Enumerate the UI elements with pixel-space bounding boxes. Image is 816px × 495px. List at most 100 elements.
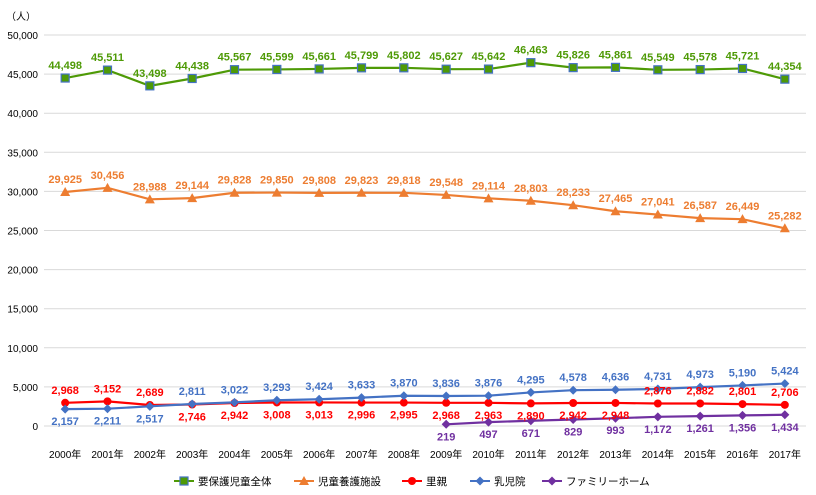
data-label: 29,548 xyxy=(429,177,463,189)
data-label: 45,661 xyxy=(302,51,336,63)
y-tick-label: 40,000 xyxy=(7,109,38,120)
data-label: 29,850 xyxy=(260,175,294,187)
data-label: 2,517 xyxy=(136,413,164,425)
data-point-marker xyxy=(229,187,240,197)
x-tick-label: 2015年 xyxy=(684,448,716,461)
data-point-marker xyxy=(272,64,282,75)
legend-marker xyxy=(475,476,485,486)
data-label: 45,721 xyxy=(726,50,760,62)
data-label: 28,803 xyxy=(514,183,548,195)
legend-marker xyxy=(299,476,309,485)
data-label: 2,157 xyxy=(51,416,79,428)
data-point-marker xyxy=(187,73,197,84)
x-tick-label: 2012年 xyxy=(557,448,589,461)
x-tick-label: 2017年 xyxy=(769,448,801,461)
data-point-marker xyxy=(483,64,494,74)
legend-item: 里親 xyxy=(402,475,447,488)
data-point-marker xyxy=(442,398,451,407)
data-point-marker xyxy=(60,186,71,196)
y-tick-label: 20,000 xyxy=(7,266,38,277)
data-label: 4,295 xyxy=(517,374,545,386)
legend-marker xyxy=(547,476,557,486)
y-axis-unit-label: （人） xyxy=(6,11,36,23)
y-axis: 0 5,000 10,000 15,000 20,000 25,000 30,000 35,0… xyxy=(7,31,38,433)
data-point-marker xyxy=(738,400,747,409)
data-point-marker xyxy=(653,412,663,422)
data-point-marker xyxy=(357,393,366,403)
data-point-marker xyxy=(652,209,663,219)
x-tick-label: 2000年 xyxy=(49,448,81,461)
x-tick-label: 2006年 xyxy=(303,448,335,461)
data-label: 993 xyxy=(606,425,624,437)
data-label: 46,463 xyxy=(514,45,548,57)
legend-label: 児童養護施設 xyxy=(318,475,381,488)
data-point-marker xyxy=(103,397,112,406)
legend-label: 乳児院 xyxy=(494,475,526,488)
legend-item: 児童養護施設 xyxy=(294,475,381,488)
x-axis: 2000年 2001年 2002年 2003年 2004年 2005年 2006年 2007年… xyxy=(49,448,801,461)
data-label: 26,587 xyxy=(683,200,717,212)
data-point-marker xyxy=(653,384,663,394)
data-label: 29,925 xyxy=(48,174,82,186)
data-point-marker xyxy=(568,415,578,425)
data-label: 2,995 xyxy=(390,410,418,422)
x-tick-label: 2007年 xyxy=(345,448,377,461)
data-point-marker xyxy=(568,63,578,73)
data-label: 671 xyxy=(522,428,540,440)
data-point-marker xyxy=(695,411,705,421)
data-point-marker xyxy=(357,398,366,407)
data-point-marker xyxy=(484,398,493,407)
x-tick-label: 2003年 xyxy=(176,448,208,461)
data-label: 2,811 xyxy=(179,386,206,398)
data-point-marker xyxy=(737,63,748,74)
data-label: 27,041 xyxy=(641,197,675,209)
data-label: 2,942 xyxy=(559,410,587,422)
data-point-marker xyxy=(611,385,620,395)
data-label: 44,438 xyxy=(175,60,209,72)
data-label: 4,636 xyxy=(602,372,630,384)
data-label: 2,882 xyxy=(686,385,714,397)
grid xyxy=(44,34,806,427)
data-label: 3,633 xyxy=(348,380,376,392)
data-label: 45,799 xyxy=(345,50,379,62)
data-label: 1,434 xyxy=(771,422,799,434)
data-label: 29,818 xyxy=(387,175,421,187)
x-tick-label: 2013年 xyxy=(599,448,631,461)
x-tick-label: 2010年 xyxy=(472,448,504,461)
data-label: 219 xyxy=(437,431,455,443)
data-label: 2,706 xyxy=(771,387,799,399)
data-label: 5,190 xyxy=(729,367,757,379)
data-label: 3,022 xyxy=(221,384,249,396)
series-line xyxy=(64,61,786,87)
data-point-marker xyxy=(441,64,451,74)
data-label: 1,356 xyxy=(729,422,757,434)
data-label: 2,746 xyxy=(178,412,206,424)
data-label: 829 xyxy=(564,427,582,439)
data-label: 2,211 xyxy=(94,416,121,428)
data-label: 2,968 xyxy=(432,410,460,422)
data-point-marker xyxy=(569,398,578,407)
data-point-marker xyxy=(145,81,155,91)
data-point-marker xyxy=(399,63,409,73)
series-line xyxy=(65,186,786,230)
data-label: 29,828 xyxy=(218,175,252,187)
data-point-marker xyxy=(696,399,705,408)
data-label: 45,578 xyxy=(683,52,717,64)
data-point-marker xyxy=(145,401,155,411)
data-point-marker xyxy=(610,62,621,72)
data-label: 45,642 xyxy=(472,51,506,63)
data-point-marker xyxy=(526,58,536,68)
data-label: 26,449 xyxy=(726,201,760,213)
data-point-marker xyxy=(526,387,536,397)
data-point-marker xyxy=(695,64,705,75)
data-point-marker xyxy=(441,419,451,429)
data-label: 44,354 xyxy=(768,61,803,73)
data-label: 2,876 xyxy=(644,386,672,398)
y-tick-label: 15,000 xyxy=(7,305,38,316)
data-point-marker xyxy=(780,379,790,389)
data-label: 27,465 xyxy=(599,193,633,205)
data-label: 1,261 xyxy=(686,423,714,435)
data-point-marker xyxy=(60,404,70,414)
y-tick-label: 25,000 xyxy=(7,227,38,238)
x-tick-label: 2008年 xyxy=(388,448,420,461)
